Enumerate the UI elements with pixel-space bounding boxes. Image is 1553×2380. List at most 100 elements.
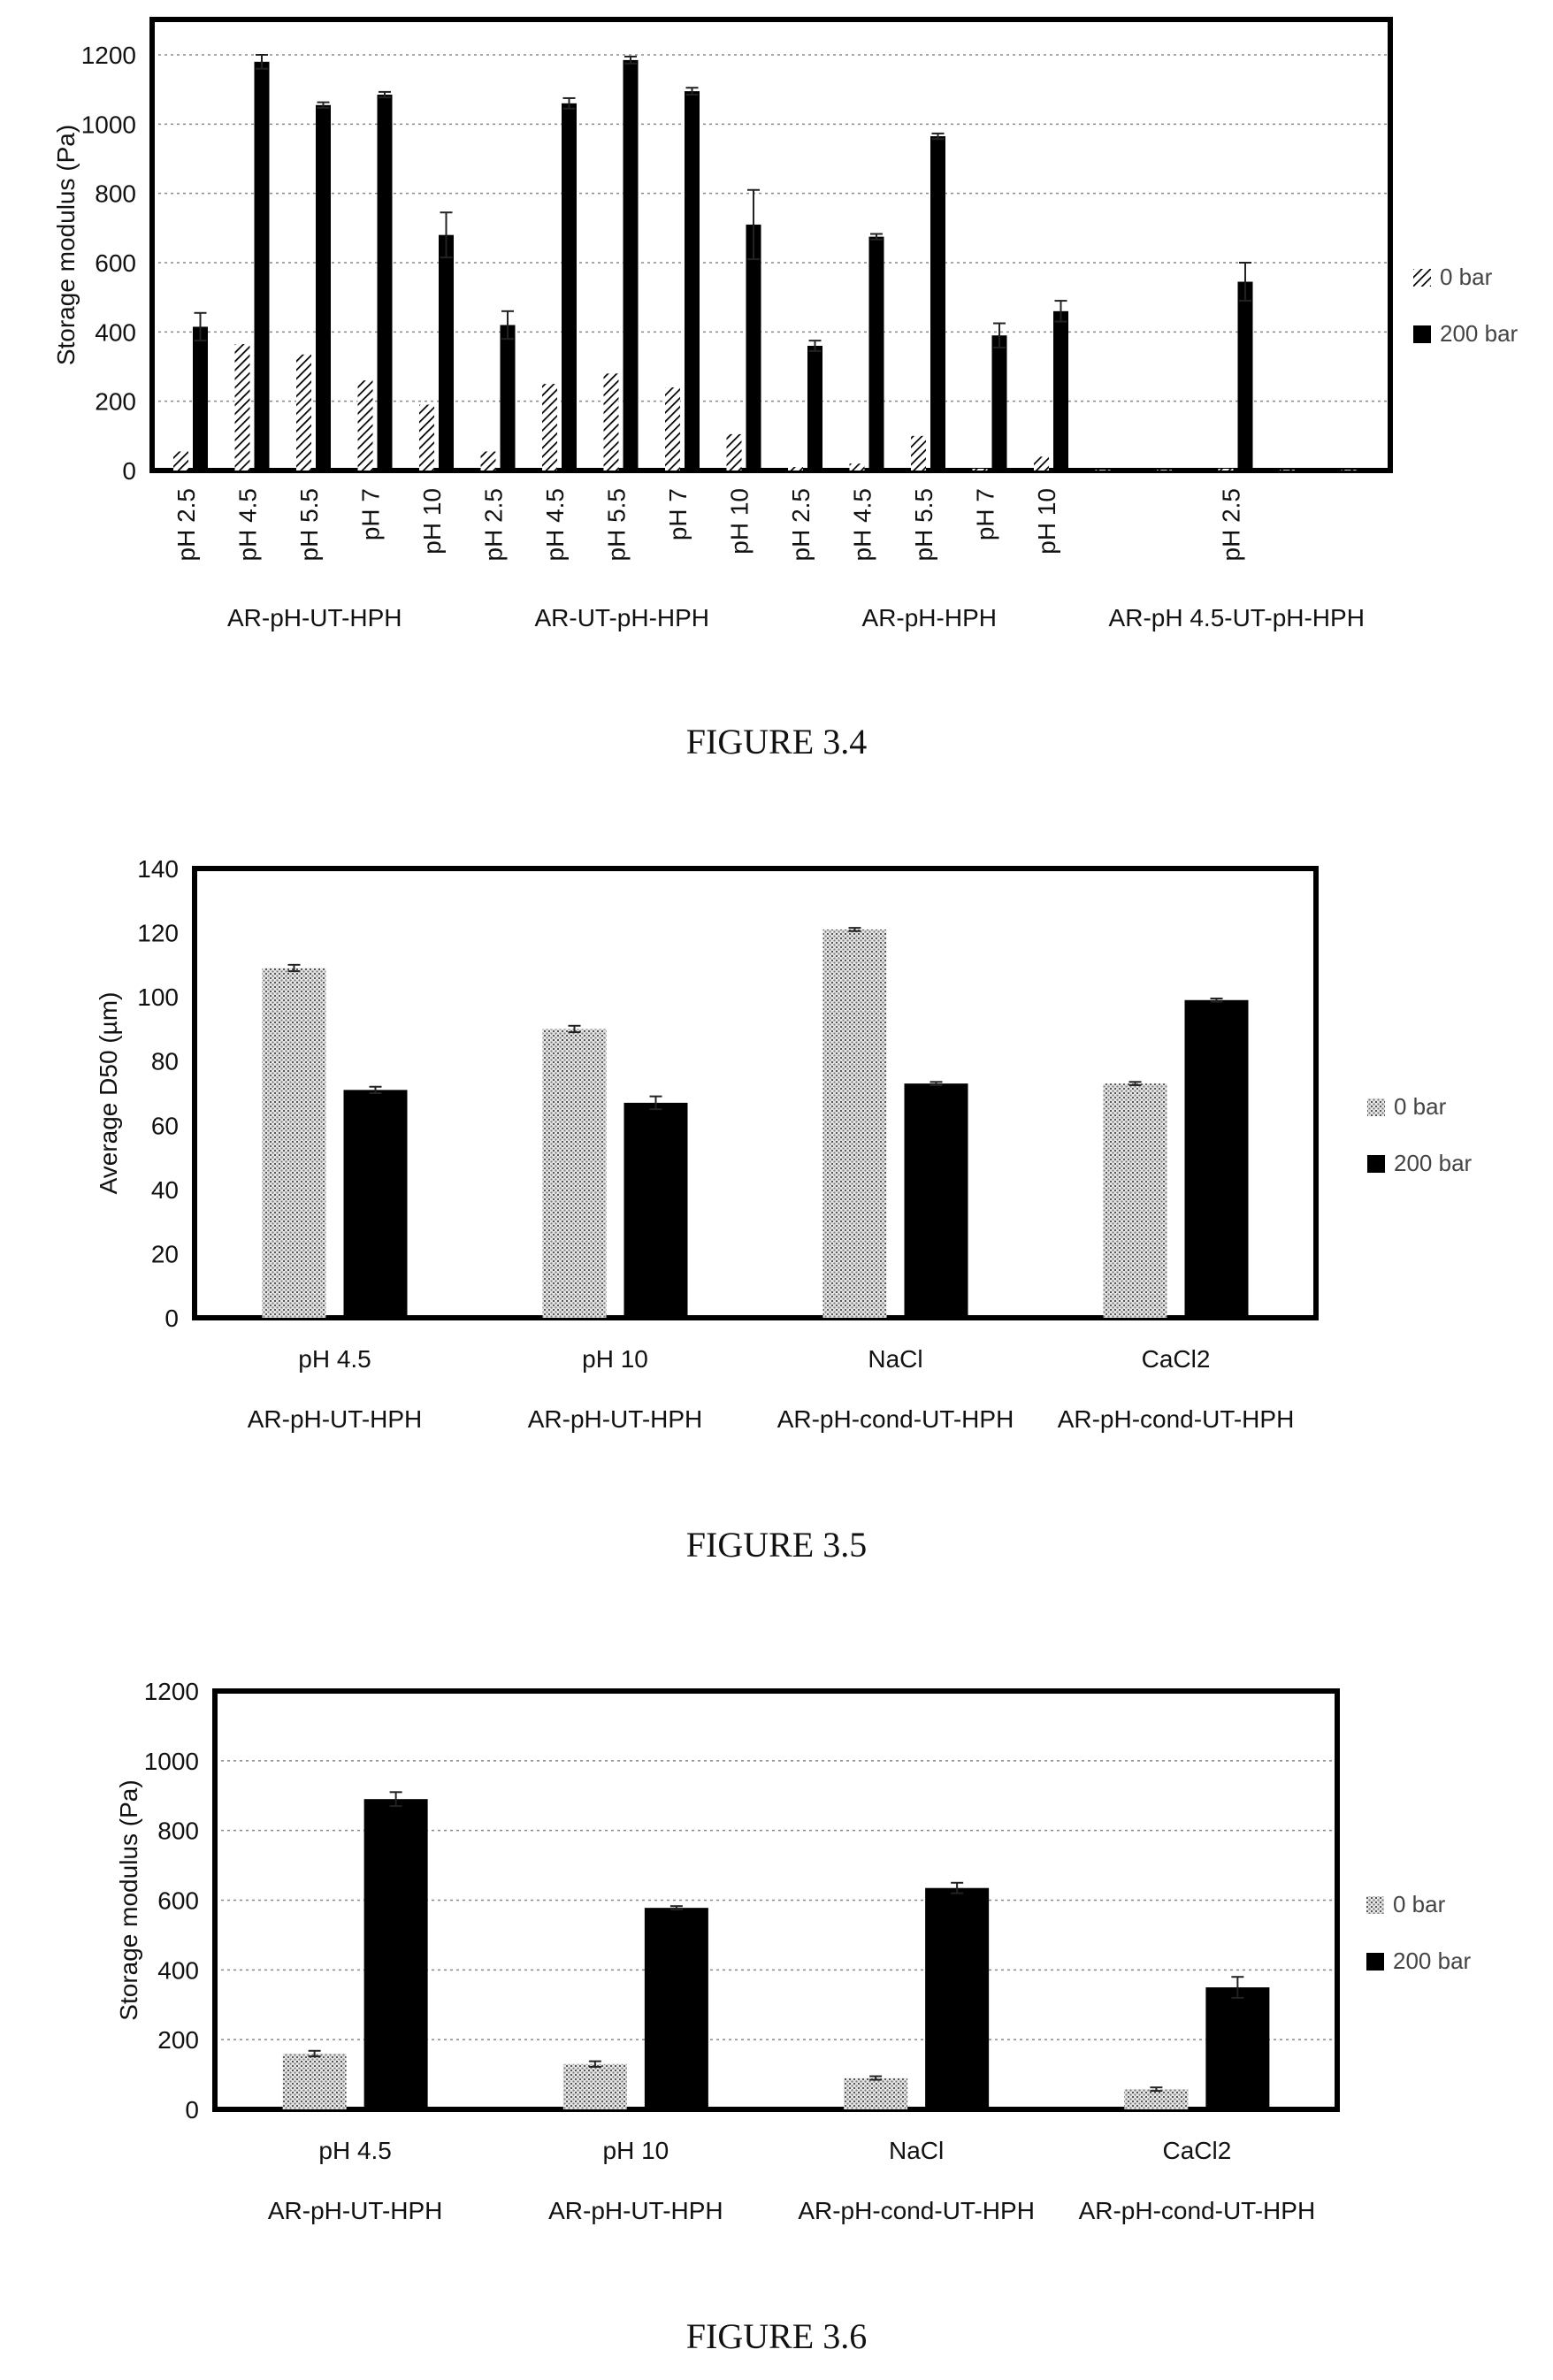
bar-0-bar <box>357 380 373 471</box>
bar-200-bar <box>991 335 1007 471</box>
legend-swatch <box>1413 269 1431 287</box>
x-category-label: pH 5.5 <box>295 488 323 562</box>
chart-3-6: 0 200 400 600 800 1000 1200 Storage modulus (Pa… <box>115 1678 1472 2356</box>
bar-0-bar <box>849 463 865 471</box>
bar-0-bar <box>419 404 434 471</box>
y-axis-label: Average D50 (µm) <box>95 992 122 1195</box>
y-tick-label: 400 <box>95 318 136 346</box>
y-tick-label: 1000 <box>81 111 136 138</box>
bar-0-bar <box>1103 1083 1167 1318</box>
bar-200-bar <box>500 325 516 471</box>
legend-label: 200 bar <box>1393 1948 1472 1974</box>
x-group-label: AR-pH-cond-UT-HPH <box>1079 2197 1316 2224</box>
bar-200-bar <box>746 224 761 471</box>
legend-swatch <box>1367 1155 1385 1173</box>
bar-0-bar <box>911 435 926 471</box>
y-tick-label: 20 <box>151 1240 179 1267</box>
x-category-label: NaCl <box>868 1345 922 1373</box>
legend-swatch <box>1366 1953 1384 1971</box>
bar-0-bar <box>822 929 887 1318</box>
y-axis-label: Storage modulus (Pa) <box>52 125 80 365</box>
legend-swatch <box>1367 1098 1385 1116</box>
legend-swatch <box>1366 1896 1384 1914</box>
bar-200-bar <box>1184 999 1249 1318</box>
x-category-label: pH 2.5 <box>480 488 508 562</box>
y-tick-label: 100 <box>137 983 179 1011</box>
y-tick-label: 800 <box>157 1818 199 1845</box>
bar-0-bar <box>562 2063 627 2109</box>
bar-0-bar <box>1341 470 1357 471</box>
y-tick-label: 0 <box>185 2096 199 2124</box>
figure-caption: FIGURE 3.4 <box>686 722 867 761</box>
bar-0-bar <box>972 469 988 471</box>
x-group-label: AR-pH-UT-HPH <box>548 2197 723 2224</box>
chart-3-4: 0 200 400 600 800 1000 1200 Storage modulus (Pa… <box>52 17 1519 761</box>
bar-200-bar <box>316 104 331 471</box>
bar-200-bar <box>254 61 270 471</box>
legend-swatch <box>1413 325 1431 343</box>
x-category-label: pH 10 <box>1033 488 1060 555</box>
bar-0-bar <box>1280 470 1295 471</box>
x-category-label: pH 10 <box>726 488 754 555</box>
x-category-label: pH 4.5 <box>849 488 876 562</box>
y-tick-label: 200 <box>157 2026 199 2054</box>
bar-200-bar <box>685 91 700 471</box>
x-group-label: AR-pH-cond-UT-HPH <box>777 1405 1014 1433</box>
y-tick-label: 0 <box>164 1305 179 1332</box>
bar-0-bar <box>1034 456 1049 471</box>
bar-200-bar <box>562 103 577 471</box>
x-category-label: pH 5.5 <box>603 488 631 562</box>
bar-0-bar <box>665 387 680 471</box>
bar-0-bar <box>262 968 326 1318</box>
bar-200-bar <box>904 1083 968 1318</box>
x-group-label: AR-pH-cond-UT-HPH <box>798 2197 1035 2224</box>
x-category-label: pH 2.5 <box>1218 488 1245 562</box>
x-category-label: pH 7 <box>357 488 385 540</box>
bar-0-bar <box>282 2053 347 2109</box>
bar-200-bar <box>807 346 822 471</box>
bar-200-bar <box>1053 310 1068 471</box>
bar-200-bar <box>377 95 393 471</box>
bar-200-bar <box>930 136 945 471</box>
bar-0-bar <box>603 373 619 471</box>
x-category-label: NaCl <box>889 2137 944 2164</box>
x-category-label: pH 7 <box>664 488 692 540</box>
legend-label: 200 bar <box>1440 320 1519 347</box>
y-tick-label: 40 <box>151 1176 179 1204</box>
x-category-label: pH 4.5 <box>234 488 262 562</box>
y-tick-label: 200 <box>95 388 136 416</box>
bar-0-bar <box>234 344 250 471</box>
bar-200-bar <box>644 1908 708 2109</box>
figure-caption: FIGURE 3.5 <box>686 1525 867 1565</box>
plot-frame <box>212 1688 1340 2112</box>
y-tick-label: 600 <box>157 1887 199 1915</box>
legend-label: 0 bar <box>1440 264 1493 290</box>
y-tick-label: 400 <box>157 1956 199 1984</box>
x-group-label: AR-UT-pH-HPH <box>534 604 709 631</box>
y-tick-label: 0 <box>122 457 136 485</box>
bar-200-bar <box>343 1090 408 1318</box>
figure-caption: FIGURE 3.6 <box>686 2316 867 2356</box>
x-category-label: CaCl2 <box>1142 1345 1211 1373</box>
bar-0-bar <box>296 354 311 471</box>
x-category-label: pH 5.5 <box>910 488 937 562</box>
x-group-label: AR-pH 4.5-UT-pH-HPH <box>1109 604 1365 631</box>
bar-0-bar <box>788 467 803 471</box>
x-group-label: AR-pH-UT-HPH <box>268 2197 443 2224</box>
x-group-label: AR-pH-UT-HPH <box>227 604 402 631</box>
bar-200-bar <box>623 59 639 471</box>
bar-0-bar <box>480 451 496 471</box>
bar-0-bar <box>173 451 188 471</box>
y-tick-label: 600 <box>95 249 136 277</box>
x-group-label: AR-pH-HPH <box>862 604 997 631</box>
y-tick-label: 80 <box>151 1048 179 1075</box>
y-axis-label: Storage modulus (Pa) <box>115 1779 142 2020</box>
chart-3-5: 0 20 40 60 80 100 120 140 Average D50 (µm) pH 4.5… <box>95 855 1473 1565</box>
x-category-label: pH 10 <box>582 1345 648 1373</box>
x-category-label: pH 4.5 <box>541 488 569 562</box>
bar-200-bar <box>363 1799 428 2109</box>
x-category-label: pH 4.5 <box>298 1345 371 1373</box>
x-category-label: pH 4.5 <box>318 2137 392 2164</box>
x-category-label: pH 7 <box>972 488 999 540</box>
